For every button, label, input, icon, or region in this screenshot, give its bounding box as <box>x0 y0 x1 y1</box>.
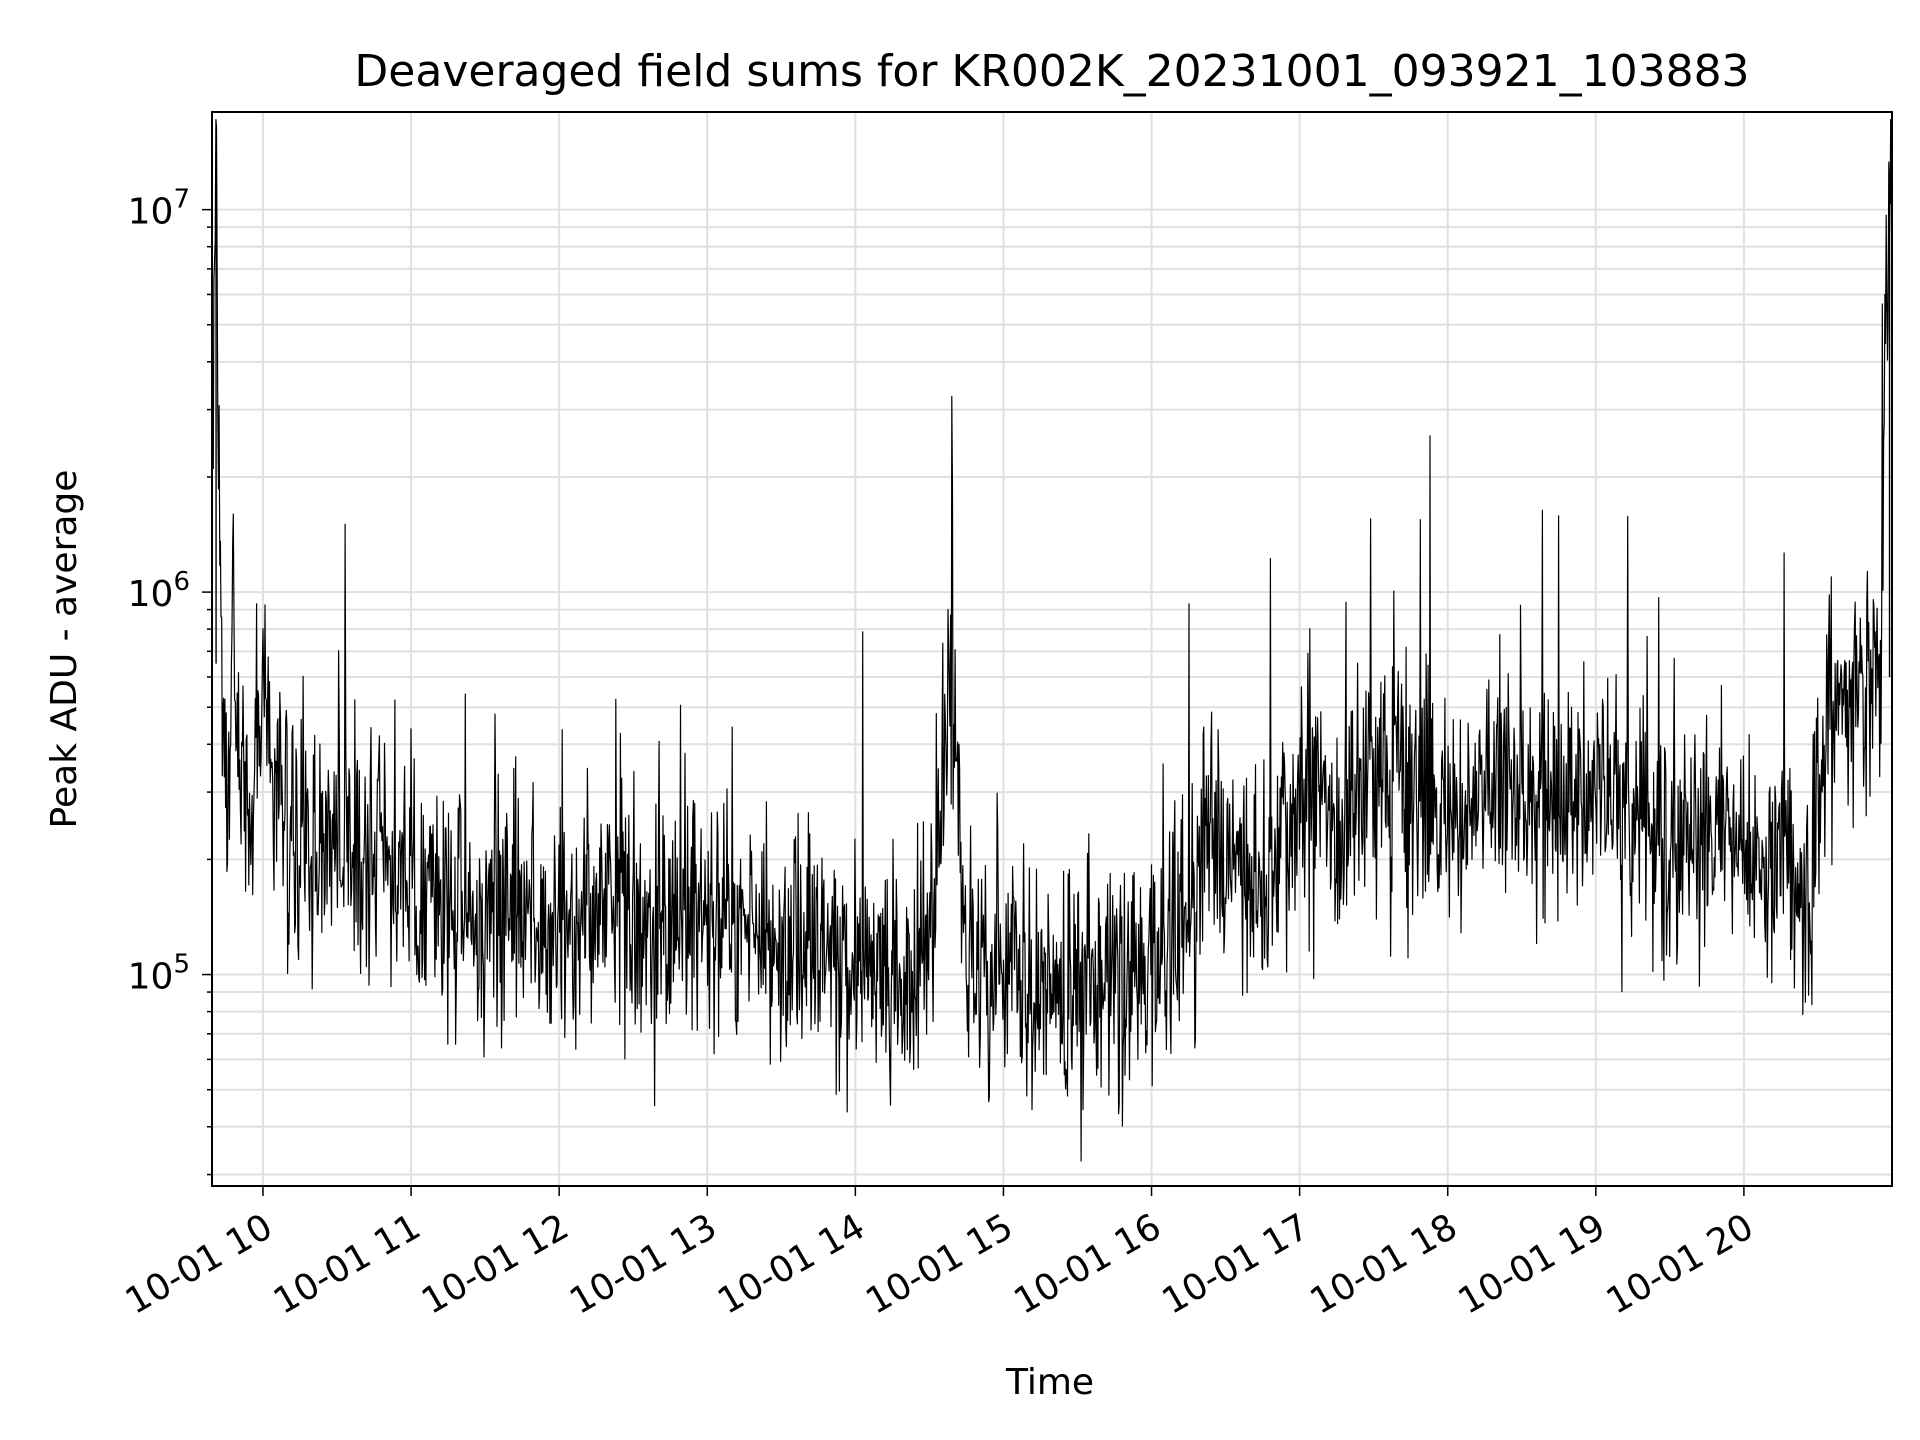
y-tick-label: 106 <box>128 567 190 615</box>
x-tick-label: 10-01 11 <box>267 1206 428 1322</box>
y-tick-label: 107 <box>128 185 190 233</box>
data-series-line <box>211 118 1893 1162</box>
x-tick-label: 10-01 15 <box>859 1206 1020 1322</box>
x-tick-label: 10-01 16 <box>1007 1206 1168 1322</box>
grid <box>212 112 1892 1186</box>
x-tick-label: 10-01 10 <box>119 1206 280 1322</box>
chart-title: Deaveraged field sums for KR002K_2023100… <box>354 46 1749 97</box>
x-tick-label: 10-01 17 <box>1155 1206 1316 1322</box>
x-tick-label: 10-01 20 <box>1600 1206 1761 1322</box>
plot-area-frame <box>211 111 1893 1187</box>
x-tick-label: 10-01 18 <box>1304 1206 1465 1322</box>
x-tick-label: 10-01 19 <box>1452 1206 1613 1322</box>
y-tick-label: 105 <box>128 950 190 998</box>
x-tick-label: 10-01 14 <box>711 1206 872 1322</box>
y-axis-label: Peak ADU - average <box>44 470 85 829</box>
x-tick-label: 10-01 13 <box>563 1206 724 1322</box>
data-line-layer <box>211 118 1893 1162</box>
x-tick-label: 10-01 12 <box>415 1206 576 1322</box>
x-axis-label: Time <box>1005 1362 1094 1403</box>
